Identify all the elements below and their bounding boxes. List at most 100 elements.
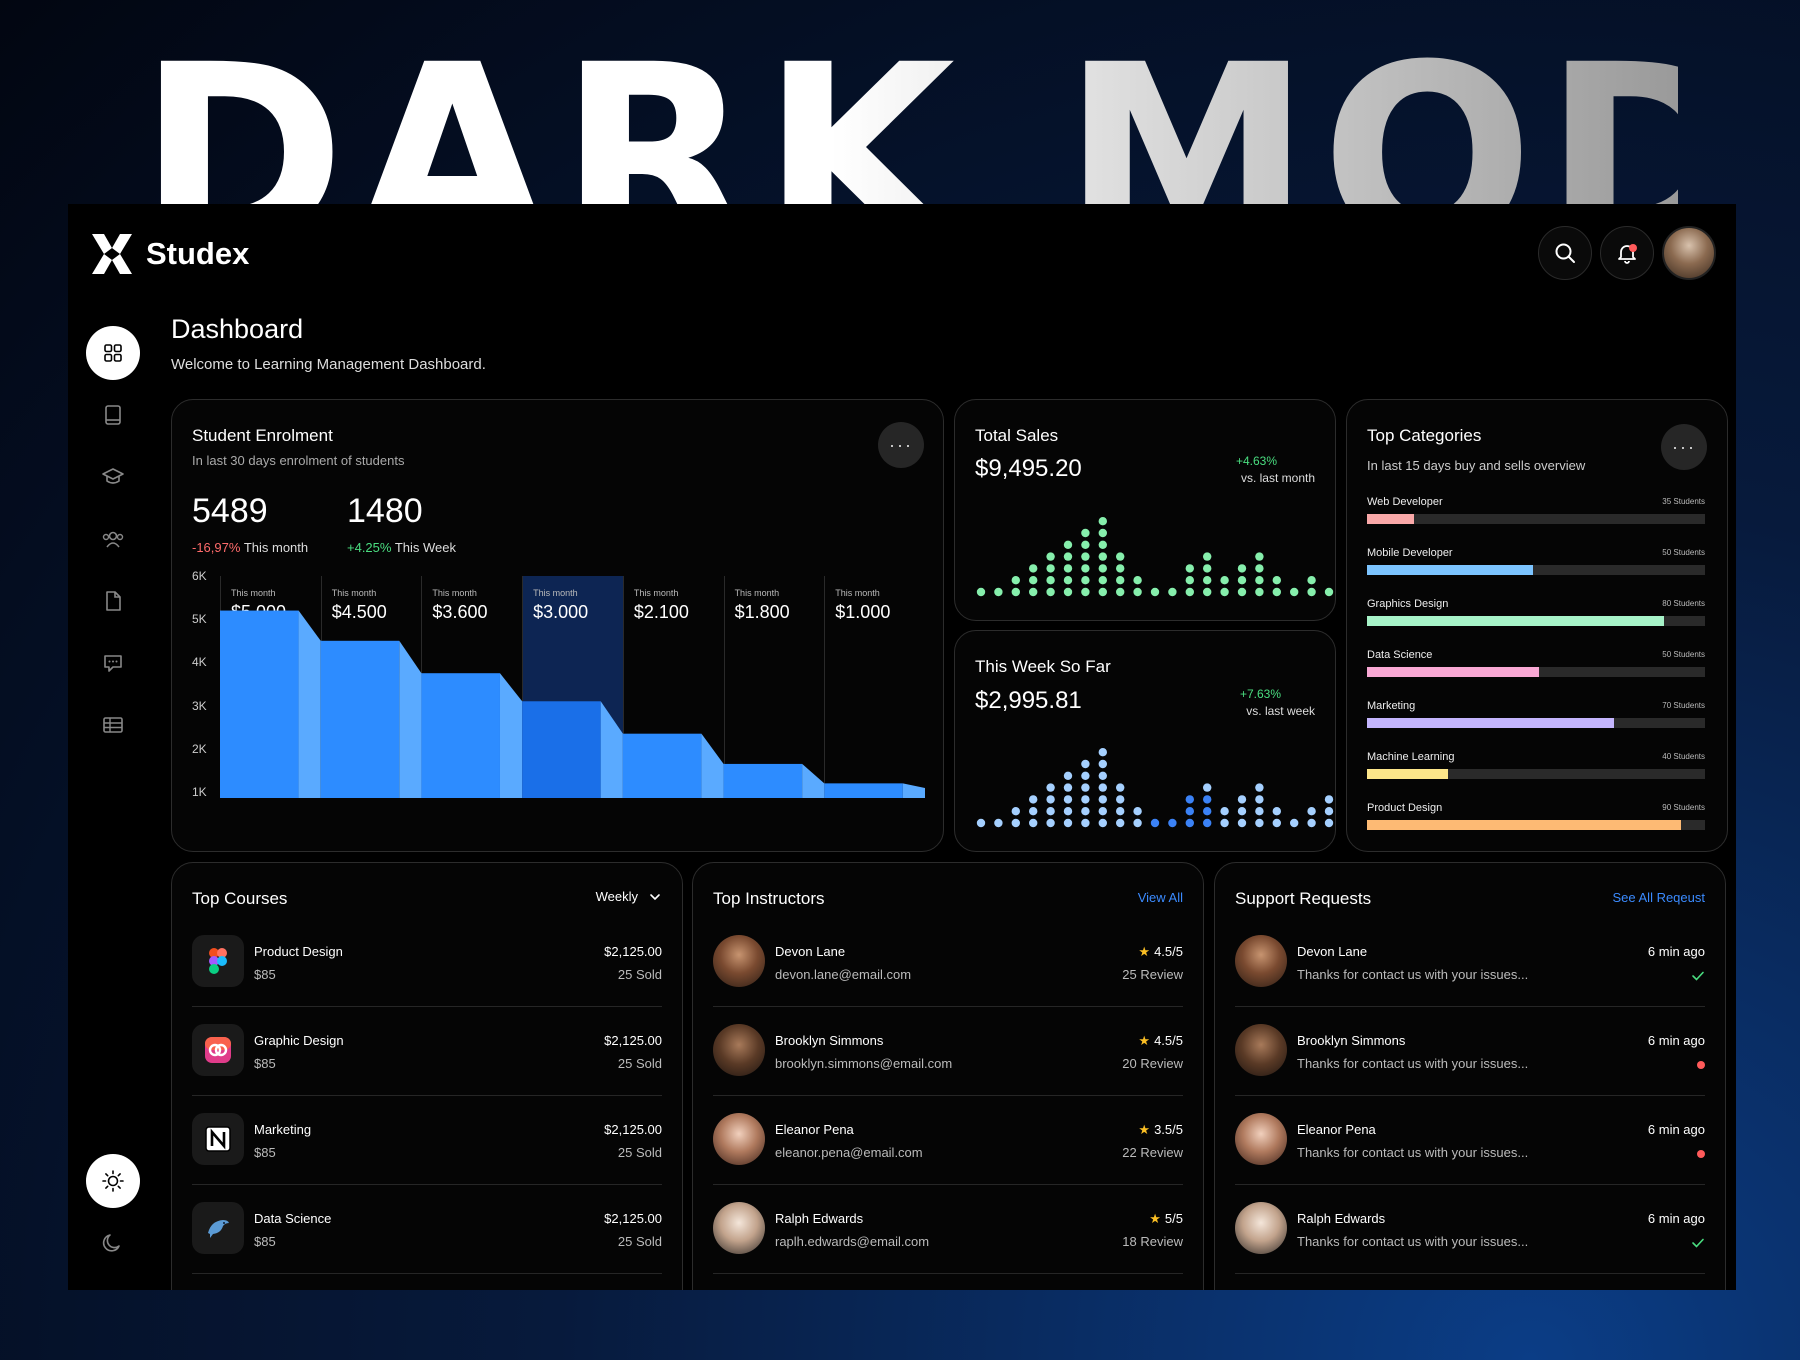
chart-dot (1255, 783, 1264, 792)
chart-dot (1098, 748, 1107, 757)
chart-dot (1098, 564, 1107, 573)
category-row[interactable]: Web Developer 35 Students (1367, 496, 1705, 524)
chart-dot (1081, 540, 1090, 549)
star-icon: ★ (1138, 944, 1151, 959)
chart-dot (994, 818, 1003, 828)
user-avatar[interactable] (1662, 226, 1716, 280)
support-request-row[interactable]: Devon Lane Thanks for contact us with you… (1235, 919, 1705, 1007)
bar-period-label: This month (331, 588, 377, 598)
app-logo[interactable]: Studex (90, 232, 249, 276)
bar-value-label: $3.000 (533, 602, 589, 622)
see-all-requests-link[interactable]: See All Reqeust (1612, 890, 1705, 905)
chart-dot (1098, 783, 1107, 792)
category-row[interactable]: Machine Learning 40 Students (1367, 751, 1705, 779)
chart-dot (1046, 552, 1055, 561)
course-row[interactable]: Marketing $85 $2,125.00 25 Sold (192, 1097, 662, 1185)
support-time: 6 min ago (1647, 944, 1705, 959)
search-button[interactable] (1538, 226, 1592, 280)
sidebar-item-courses[interactable] (86, 388, 140, 442)
instructor-reviews: 18 Review (1122, 1234, 1183, 1249)
categories-title: Top Categories (1367, 426, 1482, 445)
bar-period-label: This month (835, 588, 880, 598)
chart-dot (1098, 818, 1107, 828)
sidebar-item-reports[interactable] (86, 698, 140, 752)
category-row[interactable]: Graphics Design 80 Students (1367, 598, 1705, 626)
chart-dot (1116, 807, 1125, 816)
support-request-row[interactable]: Brooklyn Simmons Thanks for contact us wi… (1235, 1008, 1705, 1096)
category-progress-fill (1367, 769, 1449, 779)
unread-dot (1697, 1061, 1705, 1069)
instructor-row[interactable]: Eleanor Pena eleanor.pena@email.com ★ 3.5/5… (713, 1097, 1183, 1185)
chart-dot (1116, 795, 1125, 804)
bar-column[interactable]: This month $3.600 (421, 576, 522, 798)
support-request-row[interactable]: Ralph Edwards Thanks for contact us with … (1235, 1186, 1705, 1274)
sidebar-item-education[interactable] (86, 450, 140, 504)
instructor-row[interactable]: Brooklyn Simmons brooklyn.simmons@email.c… (713, 1008, 1183, 1096)
chart-dot (1203, 587, 1212, 597)
chart-dot (1133, 587, 1142, 597)
check-icon (1692, 971, 1704, 981)
course-row[interactable]: Product Design $85 $2,125.00 25 Sold (192, 919, 662, 1007)
course-row[interactable]: Data Science $85 $2,125.00 25 Sold (192, 1186, 662, 1274)
stat-1-period: This month (243, 540, 309, 555)
chart-dot (1220, 807, 1229, 816)
bar-column[interactable]: This month $2.100 (622, 576, 724, 798)
instructor-row[interactable]: Devon Lane devon.lane@email.com ★ 4.5/5 25 R… (713, 919, 1183, 1007)
sidebar-item-dashboard[interactable] (86, 326, 140, 380)
theme-toggle (86, 1154, 140, 1278)
sidebar-item-messages[interactable] (86, 636, 140, 690)
category-row[interactable]: Product Design 90 Students (1367, 802, 1705, 830)
dark-mode-button[interactable] (86, 1216, 140, 1270)
notion-icon (205, 1126, 231, 1152)
sidebar-item-documents[interactable] (86, 574, 140, 628)
chart-dot (1307, 587, 1316, 597)
creative-cloud-icon (205, 1037, 231, 1063)
enrolment-more-button[interactable]: ··· (878, 422, 924, 468)
support-request-row[interactable]: Eleanor Pena Thanks for contact us with y… (1235, 1097, 1705, 1185)
chart-dot (1255, 807, 1264, 816)
category-name: Web Developer (1367, 496, 1443, 508)
bar-column[interactable]: This month $5.000 (220, 576, 321, 798)
chart-dot (1237, 576, 1247, 585)
chart-dot (994, 587, 1003, 597)
view-all-instructors-link[interactable]: View All (1137, 890, 1183, 905)
chart-dot (1237, 807, 1247, 816)
chart-dot (1011, 818, 1020, 828)
category-row[interactable]: Mobile Developer 50 Students (1367, 547, 1705, 575)
bar-period-label: This month (432, 588, 477, 598)
chart-dot (1063, 807, 1073, 816)
category-row[interactable]: Data Science 50 Students (1367, 649, 1705, 677)
chart-dot (1272, 587, 1281, 597)
category-name: Mobile Developer (1367, 547, 1453, 559)
support-avatar (1235, 1024, 1287, 1076)
chart-dot (1046, 795, 1055, 804)
chart-dot (1203, 564, 1212, 573)
light-mode-button[interactable] (86, 1154, 140, 1208)
enrolment-stat-2-change: +4.25% This Week (347, 540, 456, 555)
star-icon: ★ (1138, 1033, 1151, 1048)
category-row[interactable]: Marketing 70 Students (1367, 700, 1705, 728)
courses-filter-value: Weekly (595, 889, 638, 904)
support-name: Ralph Edwards (1297, 1211, 1386, 1226)
support-requests-card: Support Requests See All Reqeust Devon L… (1214, 862, 1726, 1290)
courses-filter-dropdown[interactable]: Weekly (596, 889, 662, 904)
categories-more-button[interactable]: ··· (1661, 424, 1707, 470)
bar-column[interactable]: This month $1.000 (824, 576, 925, 798)
bar-column[interactable]: This month $3.000 (522, 576, 623, 798)
bar-column[interactable]: This month $1.800 (723, 576, 825, 798)
student-enrolment-card: Student Enrolment In last 30 days enrolm… (171, 399, 944, 852)
course-row[interactable]: Graphic Design $85 $2,125.00 25 Sold (192, 1008, 662, 1096)
chart-dot (1290, 818, 1299, 828)
chart-dot (1237, 564, 1247, 573)
chart-dot (1168, 587, 1177, 597)
notifications-button[interactable] (1600, 226, 1654, 280)
bar-column[interactable]: This month $4.500 (320, 576, 422, 798)
course-name: Data Science (254, 1211, 332, 1226)
chart-dot (1081, 528, 1090, 538)
category-progress-track (1367, 769, 1705, 779)
chart-dot (1063, 795, 1073, 804)
course-icon-tile (192, 1024, 244, 1076)
instructor-row[interactable]: Ralph Edwards raplh.edwards@email.com ★ 5/5… (713, 1186, 1183, 1274)
sidebar-item-students[interactable] (86, 512, 140, 566)
course-price: $85 (254, 1145, 276, 1160)
